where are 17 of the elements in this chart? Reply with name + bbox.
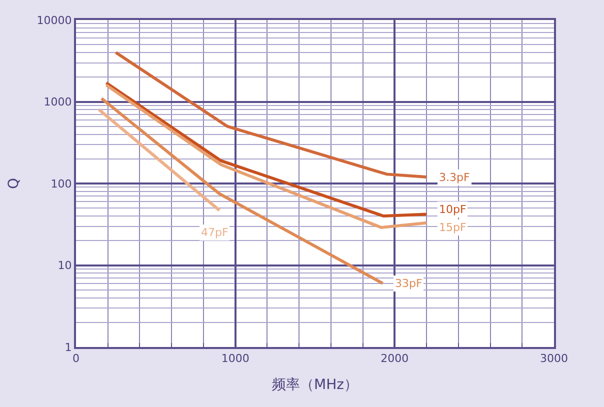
series-label: 47pF <box>201 226 228 239</box>
series-label: 10pF <box>439 203 466 216</box>
x-tick-label: 2000 <box>380 352 409 366</box>
x-tick-label: 0 <box>72 352 80 366</box>
y-tick-label: 10000 <box>36 14 72 27</box>
x-axis-title: 频率（MHz） <box>272 377 358 393</box>
x-tick-label: 3000 <box>540 352 568 366</box>
y-axis-title: Q <box>6 178 22 190</box>
series-label: 3.3pF <box>439 171 470 184</box>
series-label: 33pF <box>395 277 422 290</box>
line-series <box>114 51 428 179</box>
y-tick-label: 10 <box>58 259 72 272</box>
y-tick-label: 100 <box>50 177 72 190</box>
y-tick-label: 1000 <box>44 96 72 109</box>
x-tick-label: 1000 <box>221 352 250 366</box>
series-label: 15pF <box>439 221 466 234</box>
y-tick-label: 1 <box>64 340 72 354</box>
